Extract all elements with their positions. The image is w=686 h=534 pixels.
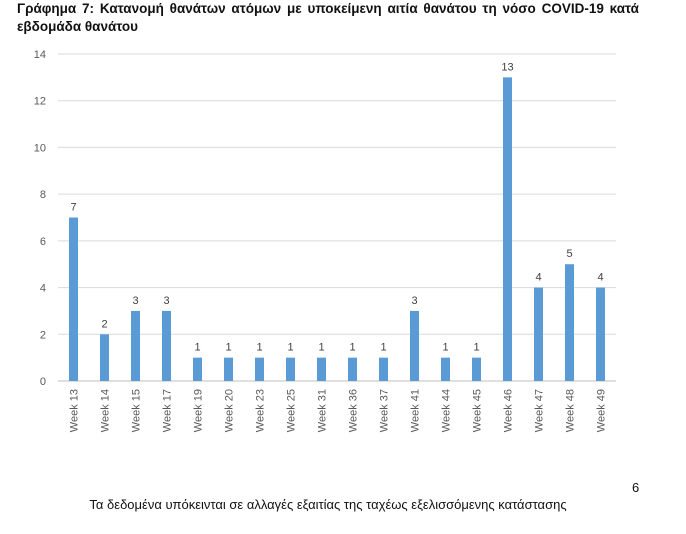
bar <box>565 264 574 381</box>
data-label: 3 <box>411 295 417 307</box>
bar <box>100 334 109 381</box>
x-tick-label: Week 20 <box>224 389 236 432</box>
bar <box>503 77 512 381</box>
bar <box>534 287 543 381</box>
page-number: 6 <box>632 480 640 495</box>
footnote-text: Τα δεδομένα υπόκεινται σε αλλαγές εξαιτί… <box>89 497 567 512</box>
bar <box>441 357 450 381</box>
data-label: 13 <box>501 61 513 73</box>
data-label: 1 <box>473 342 479 354</box>
x-tick-label: Week 45 <box>472 389 484 432</box>
y-axis-ticks: 0 2 4 6 8 10 12 14 <box>34 49 46 388</box>
bars <box>69 77 605 381</box>
data-label: 1 <box>287 342 293 354</box>
bar <box>379 357 388 381</box>
data-label: 1 <box>318 342 324 354</box>
data-label: 4 <box>597 272 603 284</box>
y-tick-label: 12 <box>34 96 46 108</box>
bar <box>317 357 326 381</box>
y-tick-label: 4 <box>40 283 46 295</box>
data-label: 2 <box>101 318 107 330</box>
bar <box>472 357 481 381</box>
bar <box>286 357 295 381</box>
y-tick-label: 6 <box>40 236 46 248</box>
x-tick-label: Week 15 <box>131 389 143 432</box>
x-tick-label: Week 25 <box>286 389 298 432</box>
data-label: 3 <box>132 295 138 307</box>
x-tick-label: Week 37 <box>379 389 391 432</box>
x-tick-label: Week 19 <box>193 389 205 432</box>
x-tick-label: Week 36 <box>348 389 360 432</box>
bar <box>348 357 357 381</box>
x-tick-label: Week 31 <box>317 389 329 432</box>
data-label: 7 <box>70 202 76 214</box>
x-tick-label: Week 13 <box>69 389 81 432</box>
x-tick-label: Week 23 <box>255 389 267 432</box>
x-tick-label: Week 41 <box>410 389 422 432</box>
x-tick-label: Week 44 <box>441 389 453 432</box>
data-label: 1 <box>256 342 262 354</box>
data-label: 3 <box>163 295 169 307</box>
x-tick-label: Week 49 <box>596 389 608 432</box>
data-label: 5 <box>566 248 572 260</box>
bar <box>255 357 264 381</box>
data-label: 1 <box>442 342 448 354</box>
y-tick-label: 8 <box>40 189 46 201</box>
gridlines <box>58 53 616 382</box>
y-tick-label: 10 <box>34 142 46 154</box>
y-tick-label: 14 <box>34 49 46 61</box>
x-tick-label: Week 17 <box>162 389 174 432</box>
bar <box>131 310 140 381</box>
chart-title: Γράφημα 7: Κατανομή θανάτων ατόμων με υπ… <box>17 1 639 34</box>
bar <box>224 357 233 381</box>
bar <box>69 217 78 381</box>
data-label: 4 <box>535 272 541 284</box>
data-label: 1 <box>380 342 386 354</box>
y-tick-label: 2 <box>40 329 46 341</box>
data-label: 1 <box>225 342 231 354</box>
x-tick-label: Week 14 <box>100 389 112 432</box>
bar <box>162 310 171 381</box>
footnote: Τα δεδομένα υπόκεινται σε αλλαγές εξαιτί… <box>0 497 686 512</box>
x-tick-label: Week 47 <box>534 389 546 432</box>
data-label: 1 <box>349 342 355 354</box>
bar <box>193 357 202 381</box>
y-tick-label: 0 <box>40 376 46 388</box>
x-tick-label: Week 48 <box>565 389 577 432</box>
x-axis-ticks: Week 13 Week 14 Week 15 Week 17 Week 19 Week … <box>69 389 608 432</box>
bar <box>410 310 419 381</box>
data-label: 1 <box>194 342 200 354</box>
bar <box>596 287 605 381</box>
x-tick-label: Week 46 <box>503 389 515 432</box>
